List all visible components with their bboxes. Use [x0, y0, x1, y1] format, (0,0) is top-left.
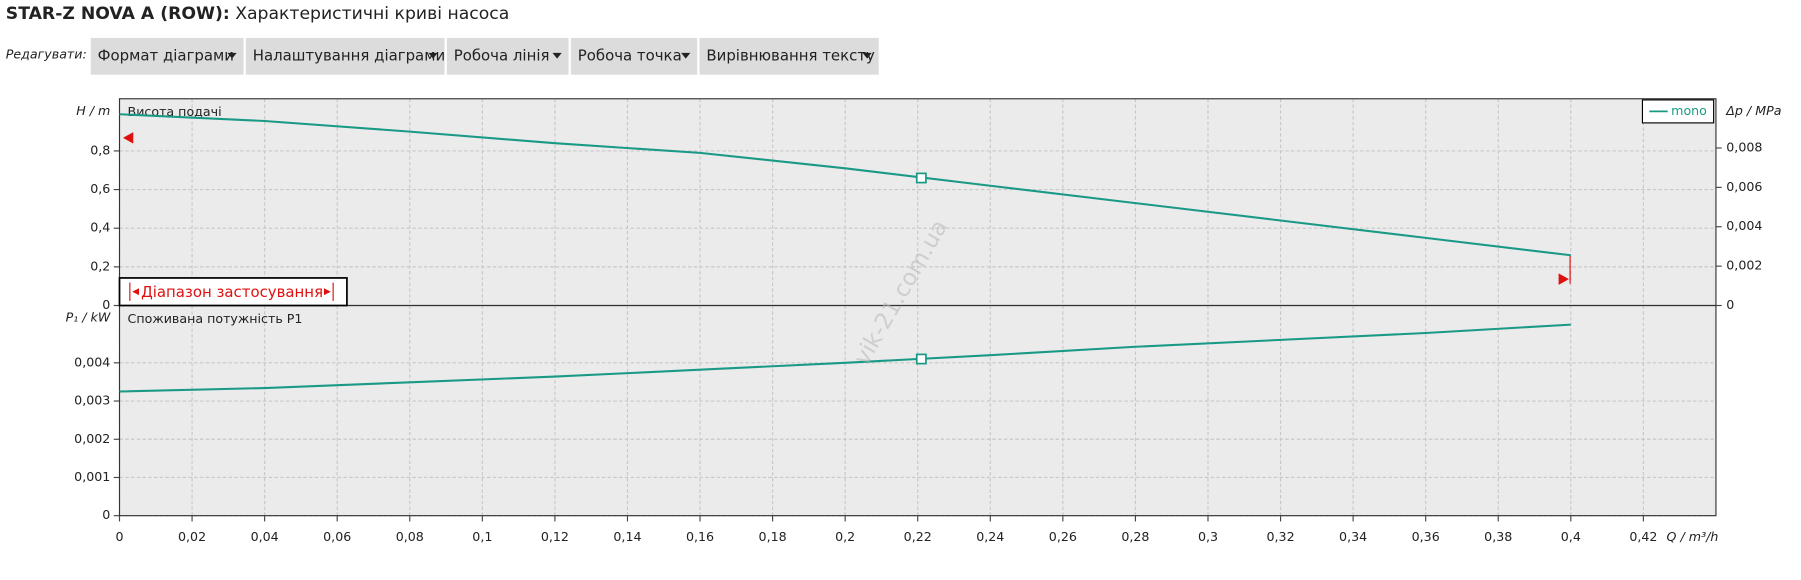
y2-tick-label: 0: [1726, 297, 1734, 312]
x-tick-label: 0,3: [1198, 529, 1218, 544]
y-tick-label: 0,004: [74, 354, 110, 369]
x-tick-label: 0,26: [1049, 529, 1077, 544]
legend: mono: [1641, 99, 1715, 124]
button-label: Робоча точка: [578, 46, 682, 64]
range-marker: [122, 132, 134, 144]
title-bold: STAR-Z NOVA A (ROW):: [6, 4, 230, 24]
y-tick-label: 0,002: [74, 431, 110, 446]
y-axis-label: H / m: [76, 103, 110, 118]
x-tick-label: 0,32: [1266, 529, 1294, 544]
dropdown-arrow: [552, 52, 562, 59]
toolbar-label: Редагувати:: [6, 47, 87, 62]
y-axis-label: P₁ / kW: [66, 310, 111, 325]
y2-tick-label: 0,008: [1726, 139, 1762, 154]
x-tick-label: 0,22: [904, 529, 932, 544]
x-tick-label: 0,06: [323, 529, 351, 544]
curve: [119, 113, 1571, 257]
x-tick-label: 0,04: [251, 529, 279, 544]
x-tick-label: 0,02: [178, 529, 206, 544]
y-tick-label: 0,4: [90, 220, 110, 235]
range-marker: [1558, 273, 1569, 285]
y2-tick-label: 0,006: [1726, 179, 1762, 194]
toolbar: Формат діаграми Налаштування діаграми Робо…: [90, 37, 879, 75]
page-title: STAR-Z NOVA A (ROW): Характеристичні кри…: [6, 4, 510, 24]
dropdown-arrow: [428, 52, 438, 59]
title: Характеристичні криві насоса: [235, 4, 509, 24]
y-tick-label: 0,2: [90, 258, 110, 273]
y2-axis-label: Δp / MPa: [1725, 103, 1781, 118]
x-tick-label: 0,38: [1484, 529, 1512, 544]
dropdown-arrow: [227, 52, 237, 59]
x-tick-label: 0,16: [686, 529, 714, 544]
x-tick-label: 0,14: [613, 529, 641, 544]
plot-frame: [118, 304, 1717, 517]
toolbar-button[interactable]: Формат діаграми: [90, 37, 244, 75]
x-tick-label: 0,12: [541, 529, 569, 544]
button-label: Налаштування діаграми: [253, 46, 445, 64]
dropdown-arrow: [681, 52, 691, 59]
y-tick-label: 0: [102, 507, 110, 522]
operating-point: [915, 353, 927, 365]
x-tick-label: 0: [115, 529, 123, 544]
toolbar-button[interactable]: Робоча лінія: [446, 37, 569, 75]
plot-label: Споживана потужність P1: [128, 311, 303, 326]
range-arrow: [132, 288, 140, 296]
range-box: [118, 277, 348, 307]
y-tick-label: 0: [102, 297, 110, 312]
dropdown-arrow: [862, 52, 872, 59]
button-bg: [699, 37, 879, 75]
range-arrow: [323, 288, 331, 296]
curve: [119, 323, 1571, 393]
button-label: Формат діаграми: [98, 46, 234, 64]
button-label: Робоча лінія: [454, 46, 550, 64]
button-bg: [90, 37, 244, 75]
button-bg: [245, 37, 445, 75]
y-tick-label: 0,003: [74, 393, 110, 408]
y-tick-label: 0,6: [90, 181, 110, 196]
x-tick-label: 0,1: [472, 529, 492, 544]
x-tick-label: 0,36: [1412, 529, 1440, 544]
toolbar-button[interactable]: Вирівнювання тексту: [699, 37, 879, 75]
x-tick-label: 0,34: [1339, 529, 1367, 544]
legend-box: [1641, 99, 1715, 124]
button-bg: [570, 37, 698, 75]
button-label: Вирівнювання тексту: [706, 46, 875, 64]
x-tick-label: 0,24: [976, 529, 1004, 544]
x-tick-label: 0,2: [835, 529, 855, 544]
toolbar-button[interactable]: Робоча точка: [570, 37, 698, 75]
y2-tick-label: 0,004: [1726, 218, 1762, 233]
x-tick-label: 0,42: [1629, 529, 1657, 544]
x-tick-label: 0,28: [1121, 529, 1149, 544]
x-tick-label: 0,08: [396, 529, 424, 544]
operating-point: [915, 172, 927, 184]
y-tick-label: 0,8: [90, 142, 110, 157]
y2-tick-label: 0,002: [1726, 258, 1762, 273]
y-tick-label: 0,001: [74, 469, 110, 484]
plot: 0 0,2 0,4 0,6 0,8 0 0,002 0,004 0,006 0,008 Δp / M…: [66, 98, 1781, 544]
range-label: Діапазон застосування: [141, 283, 323, 301]
x-tick-label: 0,18: [759, 529, 787, 544]
toolbar-button[interactable]: Налаштування діаграми: [245, 37, 445, 75]
legend-label: mono: [1671, 103, 1707, 118]
x-tick-label: 0,4: [1561, 529, 1581, 544]
button-bg: [446, 37, 569, 75]
x-axis-label: Q / m³/h: [1667, 529, 1719, 544]
